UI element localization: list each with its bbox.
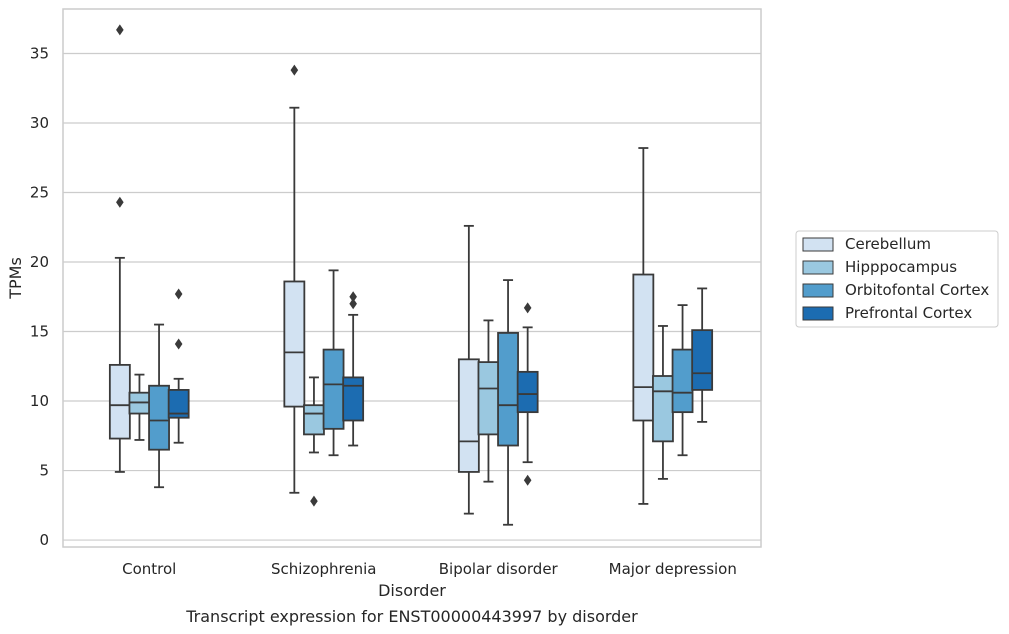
box-iqr <box>167 389 190 419</box>
outlier-point <box>349 291 357 303</box>
outlier-point <box>290 64 299 76</box>
box-3-2 <box>671 304 694 457</box>
grid-lines <box>63 52 761 541</box>
outlier-point <box>523 474 532 486</box>
legend-swatch <box>802 260 834 275</box>
outlier-point <box>116 24 124 36</box>
outlier-point <box>349 298 357 310</box>
box-iqr <box>652 375 674 443</box>
box-iqr <box>477 361 500 436</box>
box-iqr <box>497 332 519 447</box>
x-tick-label: Schizophrenia <box>271 560 376 578</box>
y-tick-label: 5 <box>39 462 49 480</box>
y-tick-label: 25 <box>30 184 49 202</box>
y-tick-label: 10 <box>30 392 49 410</box>
legend-swatch <box>802 306 834 321</box>
legend-label: Orbitofontal Cortex <box>845 281 989 299</box>
legend-swatch <box>802 237 834 252</box>
box-iqr <box>516 370 539 414</box>
box-iqr <box>303 404 325 436</box>
x-tick-label: Major depression <box>609 560 737 578</box>
box-0-0 <box>108 24 131 473</box>
x-axis-label: Disorder <box>378 581 446 600</box>
y-tick-label: 20 <box>30 253 49 271</box>
box-iqr <box>671 348 694 414</box>
legend-swatch <box>802 283 834 298</box>
box-2-1 <box>477 319 500 483</box>
box-1-2 <box>322 269 345 457</box>
x-axis-ticks: Control Schizophrenia Bipolar disorder Majo… <box>122 560 737 578</box>
box-iqr <box>148 384 170 451</box>
y-tick-label: 0 <box>39 531 49 549</box>
box-iqr <box>322 348 345 430</box>
box-iqr <box>457 358 480 473</box>
box-iqr <box>108 363 131 440</box>
box-3-0 <box>632 147 655 505</box>
box-2-2 <box>497 279 519 526</box>
outlier-point <box>174 288 183 300</box>
legend-label: Cerebellum <box>845 235 931 253</box>
legend: Cerebellum Hipppocampus Orbitofontal Corte… <box>795 230 999 328</box>
legend-label: Prefrontal Cortex <box>845 304 972 322</box>
legend-frame <box>795 230 999 328</box>
box-0-1 <box>128 373 151 441</box>
plot-frame <box>62 8 762 548</box>
y-tick-label: 35 <box>30 44 49 62</box>
chart-caption: Transcript expression for ENST0000044399… <box>185 607 638 626</box>
outlier-point <box>174 338 183 350</box>
legend-label: Hipppocampus <box>845 258 957 276</box>
box-0-3 <box>167 288 190 444</box>
box-1-0 <box>283 64 306 494</box>
box-plot-series <box>108 24 714 526</box>
y-axis-ticks: 0 5 10 15 20 25 30 35 <box>30 44 49 549</box>
box-2-0 <box>457 224 480 515</box>
outlier-point <box>310 495 318 507</box>
y-axis-label: TPMs <box>6 257 25 300</box>
box-2-3 <box>516 302 539 486</box>
outlier-point <box>116 196 124 208</box>
box-1-1 <box>303 376 325 507</box>
x-tick-label: Control <box>122 560 176 578</box>
outlier-point <box>523 302 532 314</box>
y-tick-label: 30 <box>30 114 49 132</box>
box-1-3 <box>342 291 365 447</box>
box-iqr <box>632 273 655 422</box>
box-0-2 <box>148 323 170 489</box>
box-3-3 <box>691 287 714 423</box>
x-tick-label: Bipolar disorder <box>439 560 559 578</box>
box-iqr <box>342 376 365 422</box>
box-3-1 <box>652 325 674 480</box>
box-iqr <box>691 329 714 391</box>
box-iqr <box>283 280 306 408</box>
y-tick-label: 15 <box>30 323 49 341</box>
